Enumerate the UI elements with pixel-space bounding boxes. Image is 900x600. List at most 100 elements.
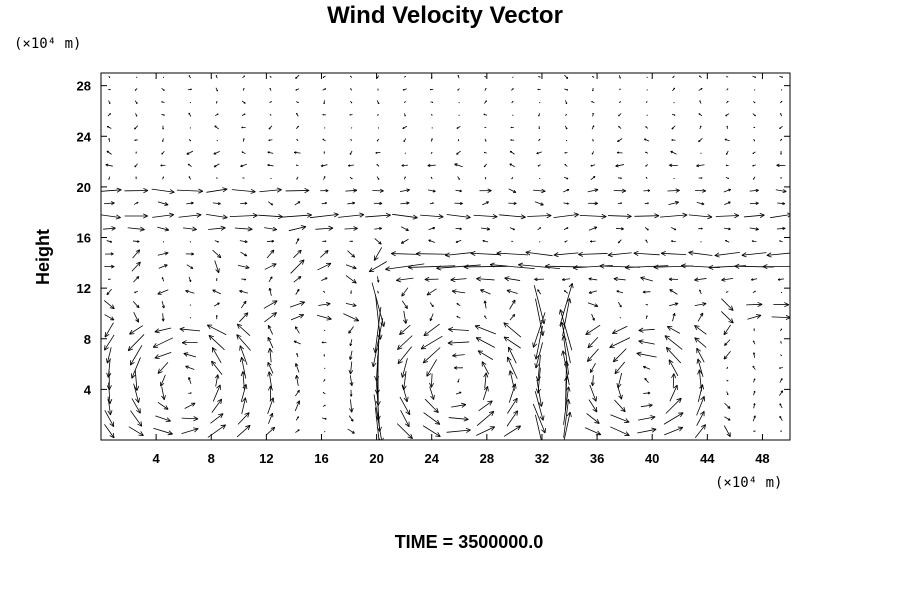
wind-vector [426, 359, 437, 377]
wind-vector [752, 164, 756, 167]
wind-vector [206, 214, 228, 220]
wind-vector [752, 290, 756, 294]
wind-vector [403, 75, 407, 78]
wind-vector [285, 188, 310, 194]
wind-vector [157, 251, 169, 256]
wind-vector [242, 75, 246, 79]
wind-vector [537, 164, 541, 167]
wind-vector [316, 314, 332, 321]
wind-vector [343, 313, 360, 322]
wind-vector [451, 402, 467, 408]
wind-vector [669, 302, 679, 307]
wind-vector [776, 226, 786, 231]
wind-vector [455, 189, 462, 193]
wind-vector [241, 126, 246, 129]
wind-vector [503, 322, 522, 338]
wind-vector [481, 227, 491, 231]
wind-vector [184, 402, 196, 409]
wind-vector [345, 264, 357, 270]
wind-vector [295, 238, 300, 245]
wind-vector [323, 100, 326, 105]
wind-vector [268, 276, 273, 283]
wind-vector [484, 87, 487, 91]
wind-vector [134, 370, 140, 391]
wind-vector [616, 372, 623, 389]
wind-vector [455, 227, 462, 231]
wind-vector [470, 250, 501, 256]
wind-vector [215, 100, 218, 104]
wind-vector [213, 163, 220, 168]
wind-vector [392, 213, 418, 220]
wind-vector [619, 317, 621, 319]
wind-vector [268, 201, 274, 206]
wind-vector [476, 426, 496, 436]
wind-vector [457, 378, 460, 383]
wind-vector [215, 277, 218, 281]
wind-vector [506, 289, 518, 294]
wind-vector [614, 361, 626, 375]
wind-vector [669, 384, 678, 402]
wind-vector [267, 325, 274, 335]
wind-vector [747, 314, 762, 320]
wind-vector [348, 326, 354, 334]
x-tick-label: 44 [700, 451, 715, 466]
wind-vector [592, 138, 594, 142]
wind-vector [518, 262, 561, 270]
wind-vector [322, 138, 326, 142]
wind-vector [322, 88, 327, 91]
wind-vector [617, 387, 623, 400]
wind-vector [588, 290, 598, 294]
wind-vector [499, 214, 526, 220]
wind-vector [161, 301, 165, 309]
wind-vector [724, 339, 731, 346]
wind-vector [753, 126, 756, 129]
wind-vector [269, 75, 272, 78]
y-tick-label: 16 [77, 231, 91, 246]
wind-vector [566, 140, 568, 142]
wind-vector [269, 113, 272, 116]
wind-vector [572, 264, 613, 271]
wind-vector [536, 379, 544, 407]
wind-vector [178, 212, 202, 218]
wind-vector [446, 214, 471, 220]
wind-vector [295, 288, 300, 295]
wind-vector [129, 325, 144, 335]
wind-vector [105, 347, 112, 364]
wind-vector [478, 400, 493, 412]
wind-vector [448, 416, 469, 422]
wind-vector [349, 150, 353, 155]
wind-vector [446, 427, 471, 433]
wind-vector [484, 100, 487, 104]
wind-vector [134, 139, 138, 142]
wind-vector [610, 414, 630, 423]
wind-vector [533, 188, 546, 194]
wind-vector [293, 249, 302, 259]
wind-vector [124, 213, 148, 219]
wind-vector [296, 101, 299, 104]
wind-vector [403, 176, 406, 180]
wind-vector [509, 150, 515, 155]
wind-vector [234, 226, 253, 232]
wind-vector [188, 276, 192, 282]
wind-vector [753, 101, 756, 104]
wind-vector [534, 342, 544, 369]
wind-vector [207, 424, 226, 438]
wind-vector [694, 424, 707, 438]
wind-vector [258, 214, 283, 220]
wind-vector [771, 314, 790, 320]
wind-vector [154, 327, 172, 334]
wind-vector [350, 290, 352, 294]
wind-vector [749, 227, 759, 231]
wind-vector [349, 399, 354, 413]
wind-vector [646, 89, 648, 91]
wind-vector [753, 403, 756, 409]
wind-vector [483, 163, 488, 168]
wind-vector [208, 225, 226, 231]
wind-vector [450, 277, 467, 283]
x-tick-label: 20 [369, 451, 383, 466]
wind-vector [447, 340, 470, 346]
wind-vector [239, 356, 247, 379]
wind-vector [563, 290, 569, 294]
wind-vector [134, 163, 138, 168]
